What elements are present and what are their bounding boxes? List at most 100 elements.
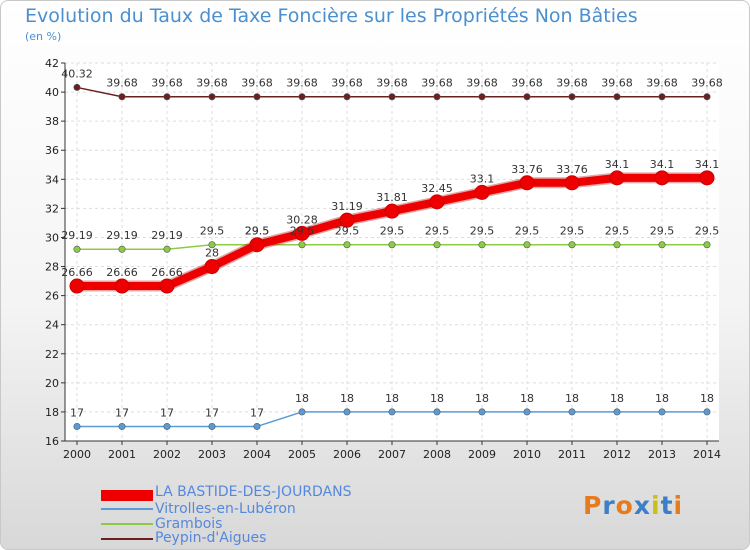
- data-label: 29.5: [380, 225, 405, 238]
- data-label: 29.19: [61, 229, 93, 242]
- data-label: 18: [610, 392, 624, 405]
- data-point: [163, 245, 171, 253]
- data-label: 39.68: [601, 77, 633, 90]
- y-tick-label: 26: [45, 290, 59, 303]
- data-label: 39.68: [421, 77, 453, 90]
- data-point: [118, 93, 126, 101]
- y-tick-label: 36: [45, 144, 59, 157]
- data-point: [519, 175, 535, 191]
- data-label: 33.76: [511, 163, 543, 176]
- data-label: 39.68: [646, 77, 678, 90]
- data-label: 29.5: [695, 225, 720, 238]
- data-point: [564, 175, 580, 191]
- data-label: 26.66: [106, 266, 138, 279]
- data-label: 39.68: [556, 77, 588, 90]
- data-label: 18: [340, 392, 354, 405]
- legend-label-vitrolles: Vitrolles-en-Lubéron: [155, 501, 296, 517]
- x-tick-label: 2010: [513, 448, 541, 461]
- data-point: [114, 278, 130, 294]
- data-point: [208, 93, 216, 101]
- data-point: [388, 241, 396, 249]
- data-label: 17: [205, 406, 219, 419]
- x-tick-label: 2007: [378, 448, 406, 461]
- data-point: [163, 93, 171, 101]
- legend-swatch-peypin: [101, 538, 153, 540]
- data-label: 29.5: [560, 225, 585, 238]
- data-label: 29.19: [151, 229, 183, 242]
- x-tick-label: 2011: [558, 448, 586, 461]
- data-label: 32.45: [421, 182, 453, 195]
- data-point: [523, 241, 531, 249]
- y-tick-label: 40: [45, 86, 59, 99]
- data-point: [703, 93, 711, 101]
- x-tick-label: 2003: [198, 448, 226, 461]
- logo-letter: r: [602, 491, 616, 520]
- proxiti-logo: Proxiti: [583, 491, 683, 520]
- data-point: [568, 408, 576, 416]
- data-label: 39.68: [466, 77, 498, 90]
- x-tick-label: 2013: [648, 448, 676, 461]
- data-label: 40.32: [61, 67, 93, 80]
- x-tick-label: 2009: [468, 448, 496, 461]
- data-point: [253, 93, 261, 101]
- data-point: [609, 170, 625, 186]
- data-point: [343, 408, 351, 416]
- data-point: [429, 194, 445, 210]
- data-label: 39.68: [151, 77, 183, 90]
- data-point: [339, 212, 355, 228]
- data-point: [613, 241, 621, 249]
- y-tick-label: 42: [45, 57, 59, 70]
- data-label: 29.5: [200, 225, 225, 238]
- data-label: 29.5: [245, 225, 270, 238]
- data-point: [433, 241, 441, 249]
- data-label: 29.5: [650, 225, 675, 238]
- data-label: 34.1: [650, 158, 675, 171]
- data-label: 33.1: [470, 172, 495, 185]
- y-tick-label: 16: [45, 435, 59, 448]
- data-point: [69, 278, 85, 294]
- x-tick-label: 2006: [333, 448, 361, 461]
- data-point: [658, 408, 666, 416]
- data-point: [298, 408, 306, 416]
- data-point: [699, 170, 715, 186]
- y-tick-label: 18: [45, 406, 59, 419]
- data-label: 18: [475, 392, 489, 405]
- y-tick-label: 30: [45, 231, 59, 244]
- x-tick-label: 2014: [693, 448, 721, 461]
- data-label: 18: [520, 392, 534, 405]
- data-label: 34.1: [605, 158, 630, 171]
- data-point: [658, 241, 666, 249]
- data-label: 29.19: [106, 229, 138, 242]
- y-tick-label: 32: [45, 202, 59, 215]
- data-point: [163, 422, 171, 430]
- x-tick-label: 2008: [423, 448, 451, 461]
- data-point: [568, 241, 576, 249]
- data-label: 29.5: [425, 225, 450, 238]
- y-axis-unit-label: (en %): [25, 30, 62, 43]
- legend-swatch-bastide: [101, 490, 153, 501]
- data-label: 39.68: [241, 77, 273, 90]
- data-point: [118, 422, 126, 430]
- data-label: 17: [70, 406, 84, 419]
- data-label: 18: [565, 392, 579, 405]
- data-point: [433, 93, 441, 101]
- logo-letter: x: [633, 491, 651, 520]
- data-label: 18: [700, 392, 714, 405]
- data-label: 30.28: [286, 213, 318, 226]
- data-point: [388, 408, 396, 416]
- data-point: [568, 93, 576, 101]
- data-point: [253, 422, 261, 430]
- data-point: [208, 422, 216, 430]
- legend-swatch-vitrolles: [101, 508, 153, 510]
- data-label: 39.68: [196, 77, 228, 90]
- logo-letter: i: [651, 491, 661, 520]
- x-tick-label: 2005: [288, 448, 316, 461]
- x-tick-label: 2001: [108, 448, 136, 461]
- data-point: [118, 245, 126, 253]
- legend-swatch-grambois: [101, 523, 153, 525]
- data-point: [478, 241, 486, 249]
- data-point: [523, 408, 531, 416]
- data-point: [73, 245, 81, 253]
